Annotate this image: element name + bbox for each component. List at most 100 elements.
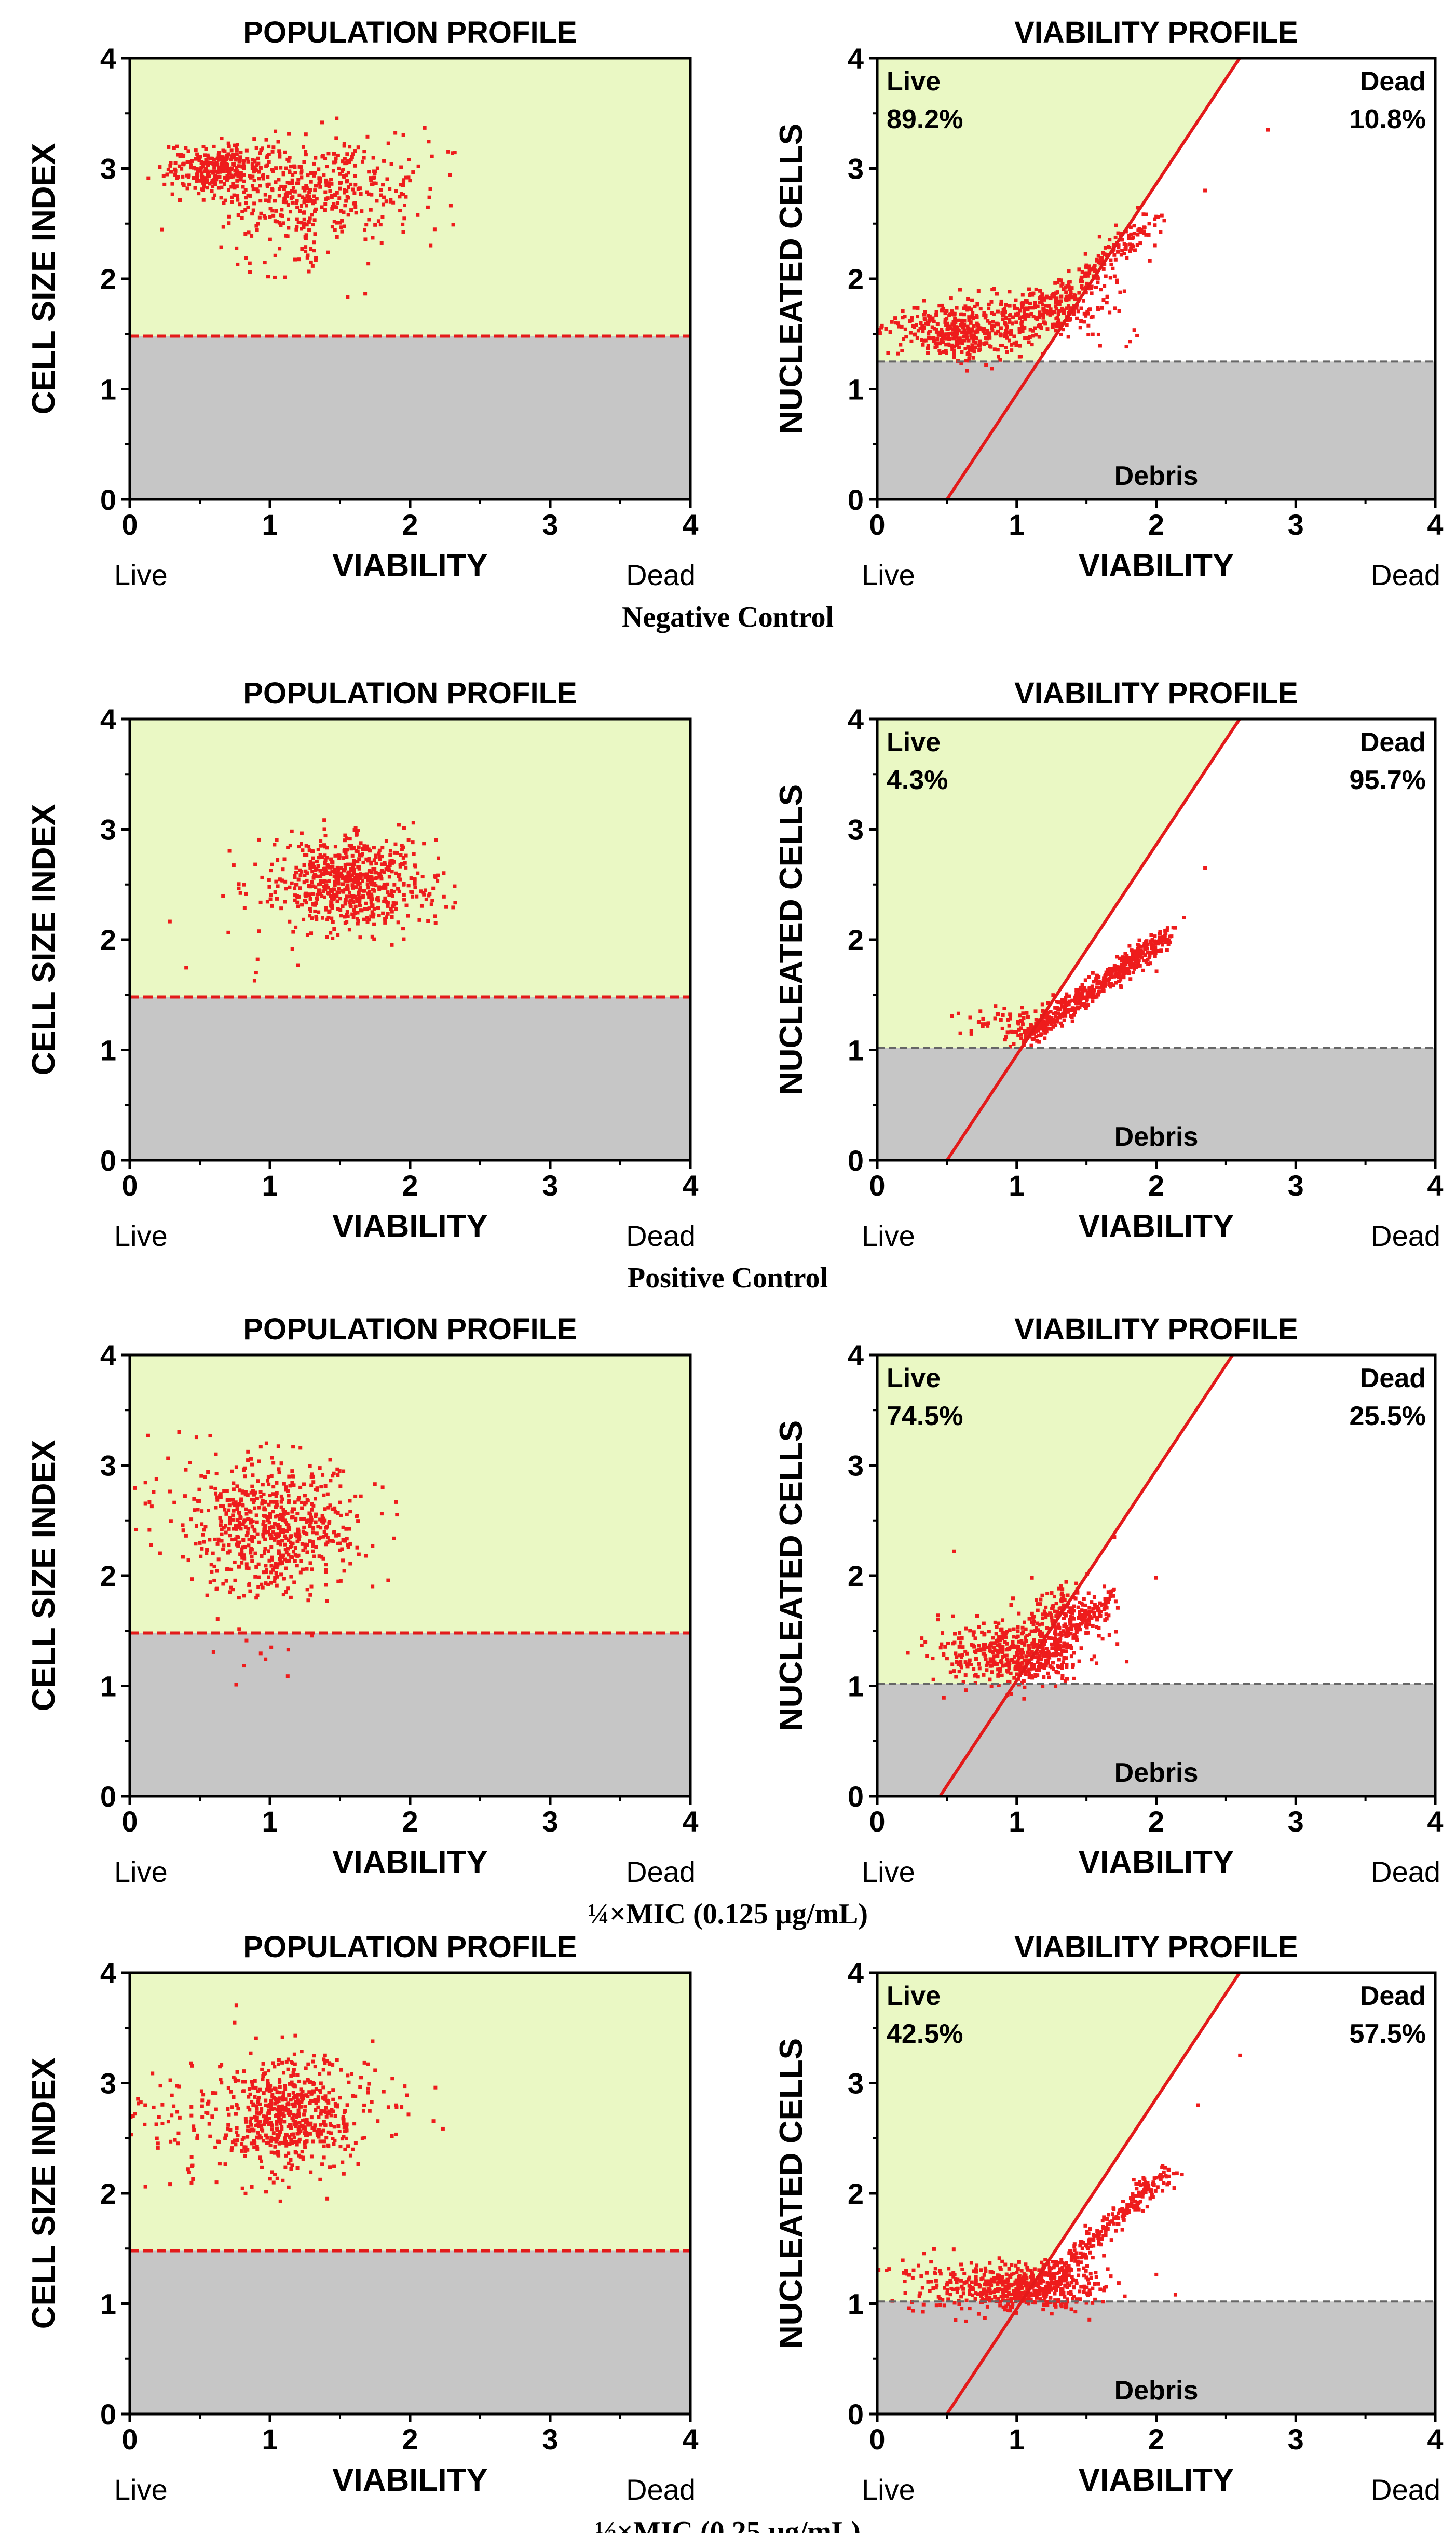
population-cell-point xyxy=(275,897,279,901)
viability-cell-point xyxy=(1058,1647,1062,1650)
viability-cell-point xyxy=(1095,981,1099,985)
population-cell-point xyxy=(324,906,328,910)
debris-label: Debris xyxy=(1114,461,1199,491)
viability-cell-point xyxy=(1033,326,1037,330)
viability-cell-point xyxy=(1068,1644,1072,1648)
population-cell-point xyxy=(211,1552,215,1555)
viability-cell-point xyxy=(1160,214,1164,218)
viability-cell-point xyxy=(1054,305,1057,308)
viability-cell-point xyxy=(1009,1672,1013,1675)
viability-cell-point xyxy=(1106,968,1110,972)
population-cell-point xyxy=(307,1511,311,1515)
viability-cell-point xyxy=(1032,1667,1036,1671)
population-cell-point xyxy=(387,142,390,145)
population-cell-point xyxy=(427,140,430,143)
viability-cell-point xyxy=(1011,1644,1015,1647)
population-debris-region xyxy=(130,2251,690,2415)
population-cell-point xyxy=(404,866,407,870)
population-cell-point xyxy=(386,883,389,886)
x-tick-label: 1 xyxy=(262,1169,278,1202)
viability-cell-point xyxy=(1030,343,1034,346)
population-cell-point xyxy=(236,1518,239,1522)
viability-cell-point xyxy=(1050,1616,1053,1619)
viability-cell-point xyxy=(977,348,981,352)
viability-cell-point xyxy=(927,344,930,348)
population-cell-point xyxy=(328,2165,332,2169)
viability-cell-point xyxy=(958,1645,961,1648)
population-cell-point xyxy=(240,2149,243,2153)
population-cell-point xyxy=(300,175,303,179)
population-cell-point xyxy=(288,920,291,924)
viability-cell-point xyxy=(1073,297,1077,301)
viability-cell-point xyxy=(1001,1027,1004,1030)
viability-cell-point xyxy=(1072,1677,1076,1680)
viability-cell-point xyxy=(1053,1595,1056,1598)
viability-cell-point xyxy=(937,331,941,334)
viability-cell-point xyxy=(953,330,957,334)
population-cell-point xyxy=(346,195,349,199)
population-cell-point xyxy=(290,882,294,885)
row-caption: ¼×MIC (0.125 µg/mL) xyxy=(588,1898,868,1930)
viability-cell-point xyxy=(1086,993,1090,996)
population-cell-point xyxy=(314,156,317,160)
population-cell-point xyxy=(275,1500,278,1503)
population-cell-point xyxy=(287,218,290,221)
viability-cell-point xyxy=(1004,303,1008,307)
population-cell-point xyxy=(213,175,217,179)
viability-cell-point xyxy=(1030,1620,1034,1624)
population-cell-point xyxy=(282,1482,286,1486)
viability-cell-point xyxy=(1059,1653,1063,1657)
population-cell-point xyxy=(282,2071,285,2074)
population-cell-point xyxy=(348,1510,352,1513)
viability-cell-point xyxy=(890,320,894,324)
viability-cell-point xyxy=(931,326,934,329)
population-cell-point xyxy=(294,883,298,887)
population-cell-point xyxy=(283,1518,287,1522)
population-cell-point xyxy=(152,1490,155,1494)
viability-cell-point xyxy=(1009,1603,1013,1607)
population-cell-point xyxy=(280,2061,284,2065)
population-cell-point xyxy=(249,2117,253,2120)
viability-cell-point xyxy=(1021,1022,1025,1026)
viability-cell-point xyxy=(925,1654,929,1658)
population-cell-point xyxy=(309,247,312,251)
population-cell-point xyxy=(364,223,368,226)
viability-cell-point xyxy=(919,321,923,325)
viability-cell-point xyxy=(957,346,961,349)
population-cell-point xyxy=(276,2177,279,2180)
viability-cell-point xyxy=(954,1651,957,1655)
population-cell-point xyxy=(252,201,256,205)
population-cell-point xyxy=(220,1533,224,1536)
population-cell-point xyxy=(390,2134,394,2138)
viability-cell-point xyxy=(1023,1686,1026,1689)
population-cell-point xyxy=(235,1465,238,1469)
population-cell-point xyxy=(304,153,308,156)
population-cell-point xyxy=(287,226,290,230)
viability-cell-point xyxy=(1038,313,1041,317)
population-cell-point xyxy=(171,193,174,196)
viability-cell-point xyxy=(977,1662,981,1666)
viability-cell-point xyxy=(1123,289,1126,293)
population-cell-point xyxy=(215,1472,219,1475)
x-axis-dead-end-label: Dead xyxy=(1371,1855,1440,1888)
viability-cell-point xyxy=(991,320,995,323)
population-cell-point xyxy=(289,1541,292,1544)
population-cell-point xyxy=(313,218,317,222)
viability-cell-point xyxy=(1074,988,1078,992)
population-cell-point xyxy=(308,1524,312,1528)
viability-cell-point xyxy=(1067,1630,1070,1633)
viability-cell-point xyxy=(1055,1000,1058,1003)
viability-cell-point xyxy=(987,1021,990,1025)
viability-cell-point xyxy=(1153,243,1157,247)
population-cell-point xyxy=(139,2100,143,2104)
viability-cell-point xyxy=(1158,932,1162,935)
population-cell-point xyxy=(220,2081,223,2084)
population-cell-point xyxy=(184,1468,187,1472)
population-cell-point xyxy=(319,2081,323,2085)
population-cell-point xyxy=(260,2110,263,2113)
population-cell-point xyxy=(182,154,185,157)
population-cell-point xyxy=(292,1580,296,1584)
population-cell-point xyxy=(350,2072,353,2076)
x-tick-label: 4 xyxy=(1427,1169,1443,1202)
y-tick-label: 3 xyxy=(848,153,864,185)
